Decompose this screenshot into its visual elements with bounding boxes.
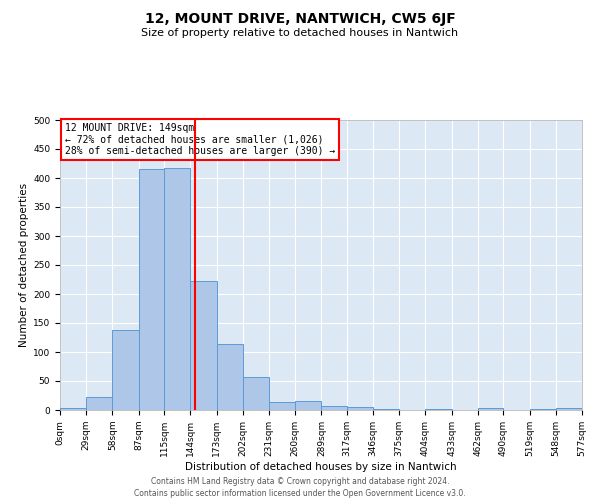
- Bar: [243, 377, 269, 410]
- Bar: [478, 408, 503, 410]
- Bar: [269, 402, 295, 410]
- Bar: [556, 408, 582, 410]
- Bar: [86, 397, 112, 410]
- Text: 12, MOUNT DRIVE, NANTWICH, CW5 6JF: 12, MOUNT DRIVE, NANTWICH, CW5 6JF: [145, 12, 455, 26]
- Bar: [112, 330, 139, 410]
- Bar: [322, 406, 347, 410]
- Bar: [295, 402, 322, 410]
- Bar: [60, 408, 86, 410]
- Text: 12 MOUNT DRIVE: 149sqm
← 72% of detached houses are smaller (1,026)
28% of semi-: 12 MOUNT DRIVE: 149sqm ← 72% of detached…: [65, 123, 335, 156]
- Y-axis label: Number of detached properties: Number of detached properties: [19, 183, 29, 347]
- Text: Contains HM Land Registry data © Crown copyright and database right 2024.
Contai: Contains HM Land Registry data © Crown c…: [134, 476, 466, 498]
- Bar: [164, 168, 190, 410]
- Bar: [139, 168, 164, 410]
- Bar: [347, 407, 373, 410]
- Bar: [190, 281, 217, 410]
- Bar: [217, 344, 243, 410]
- Text: Size of property relative to detached houses in Nantwich: Size of property relative to detached ho…: [142, 28, 458, 38]
- X-axis label: Distribution of detached houses by size in Nantwich: Distribution of detached houses by size …: [185, 462, 457, 471]
